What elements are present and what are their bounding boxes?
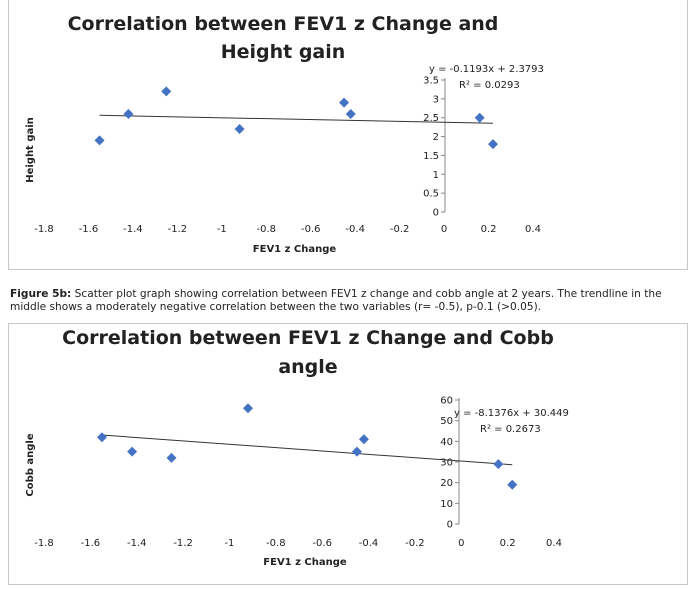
y-axis-label: Height gain: [25, 117, 36, 183]
y-tick-label: 3.5: [423, 76, 439, 87]
x-tick-label: 0.2: [500, 538, 516, 549]
y-tick-label: 60: [440, 396, 453, 407]
x-tick-label: 0.2: [481, 224, 497, 235]
x-tick-label: -0.4: [345, 224, 365, 235]
x-tick-label: -1.6: [81, 538, 101, 549]
y-tick-label: 1: [433, 170, 439, 181]
data-point: [166, 452, 177, 463]
data-point: [243, 403, 253, 414]
data-point: [234, 124, 245, 135]
x-tick-label: -1.6: [79, 224, 99, 235]
x-tick-label: -1: [217, 224, 227, 235]
y-tick-label: 10: [440, 499, 453, 510]
x-tick-label: -0.6: [312, 538, 332, 549]
x-tick-label: 0: [441, 224, 447, 235]
y-tick-label: 0: [433, 208, 439, 219]
chart-title-line: Height gain: [221, 41, 346, 63]
trendline: [101, 434, 513, 466]
caption-label: Figure 5b:: [10, 288, 72, 300]
data-point: [474, 112, 485, 123]
x-axis-label: FEV1 z Change: [253, 244, 337, 255]
data-point: [487, 139, 498, 150]
data-point: [507, 479, 518, 490]
x-tick-label: -0.6: [301, 224, 321, 235]
x-tick-label: -0.8: [257, 224, 277, 235]
x-tick-label: -0.2: [405, 538, 425, 549]
x-tick-label: -0.4: [359, 538, 379, 549]
y-tick-label: 2.5: [423, 113, 439, 124]
trendline: [99, 114, 494, 124]
x-tick-label: -1.8: [34, 224, 54, 235]
data-point: [358, 434, 369, 445]
y-tick-label: 50: [440, 416, 453, 427]
chart-panel-height-gain: [8, 0, 688, 270]
data-point: [493, 459, 504, 470]
trendline-equation: y = -8.1376x + 30.449: [454, 408, 569, 419]
x-axis-label: FEV1 z Change: [263, 557, 347, 568]
r-squared-label: R² = 0.2673: [480, 424, 541, 435]
x-tick-label: -0.8: [266, 538, 286, 549]
y-axis-label: Cobb angle: [25, 433, 36, 496]
x-tick-label: -1.4: [123, 224, 143, 235]
x-tick-label: -1.4: [127, 538, 147, 549]
y-tick-label: 30: [440, 458, 453, 469]
chart-title-line: Correlation between FEV1 z Change and: [68, 13, 499, 35]
data-point: [345, 108, 356, 119]
data-point: [96, 432, 107, 443]
data-point: [94, 135, 105, 146]
x-tick-label: -0.2: [390, 224, 410, 235]
y-tick-label: 3: [433, 94, 439, 105]
x-tick-label: -1.8: [34, 538, 54, 549]
caption-text: Scatter plot graph showing correlation b…: [10, 288, 662, 313]
x-tick-label: -1.2: [168, 224, 188, 235]
data-point: [127, 446, 138, 457]
x-tick-label: 0.4: [525, 224, 541, 235]
x-tick-label: 0.4: [546, 538, 562, 549]
y-tick-label: 40: [440, 437, 453, 448]
chart-panel-cobb-angle: [8, 323, 688, 585]
y-tick-label: 20: [440, 478, 453, 489]
x-tick-label: -1.2: [173, 538, 193, 549]
data-point: [161, 86, 172, 97]
figure-caption: Figure 5b: Scatter plot graph showing co…: [10, 288, 690, 314]
x-tick-label: 0: [458, 538, 464, 549]
r-squared-label: R² = 0.0293: [459, 80, 520, 91]
y-tick-label: 0.5: [423, 189, 439, 200]
data-point: [351, 446, 362, 457]
y-tick-label: 0: [447, 520, 453, 531]
trendline-equation: y = -0.1193x + 2.3793: [429, 64, 544, 75]
data-point: [123, 108, 134, 119]
chart-title-line: Correlation between FEV1 z Change and Co…: [62, 327, 554, 349]
y-tick-label: 1.5: [423, 151, 439, 162]
data-point: [339, 97, 350, 108]
chart-title-line: angle: [278, 356, 337, 378]
y-tick-label: 2: [433, 132, 439, 143]
x-tick-label: -1: [224, 538, 234, 549]
